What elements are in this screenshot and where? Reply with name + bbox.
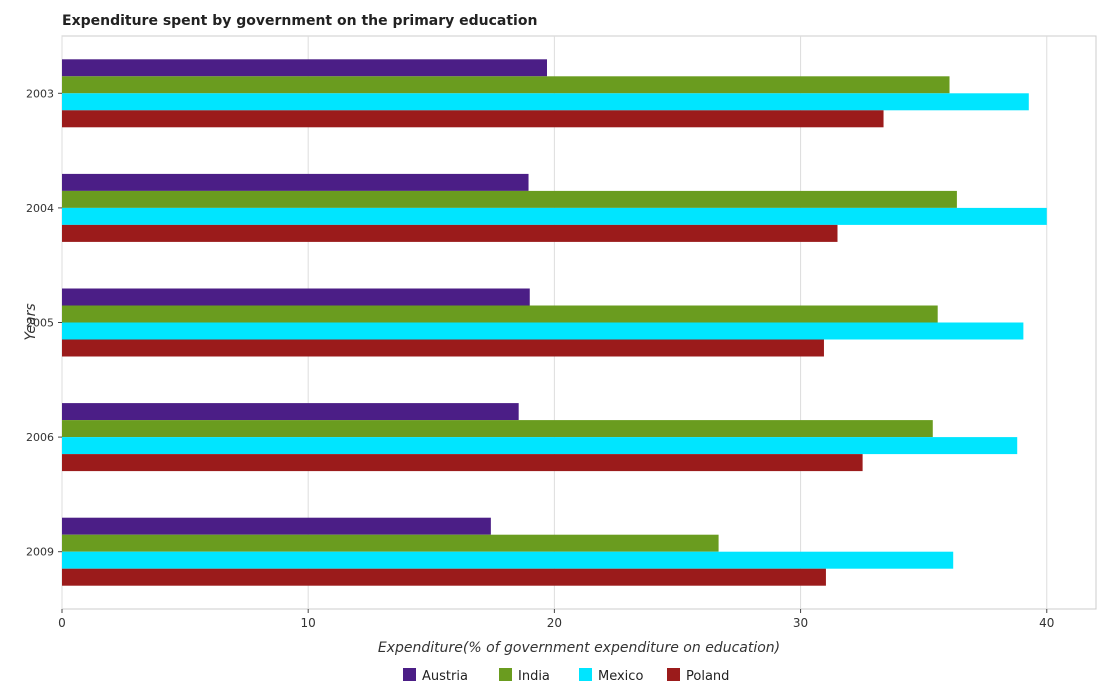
- x-axis-label: Expenditure(% of government expenditure …: [378, 640, 780, 656]
- legend-swatch-mexico: [579, 668, 592, 681]
- legend-label-india: India: [518, 669, 550, 684]
- bar-austria-2006: [62, 403, 519, 421]
- legend-label-poland: Poland: [686, 669, 729, 684]
- plot-area: 0 10 20 30 40 2003 2004 2005 2006 2009: [26, 35, 1097, 630]
- x-tick-label: 40: [1039, 616, 1054, 630]
- x-tick-label: 20: [547, 616, 562, 630]
- chart-title: Expenditure spent by government on the p…: [62, 13, 537, 29]
- bar-austria-2003: [62, 59, 547, 77]
- x-ticks: 0 10 20 30 40: [58, 609, 1054, 630]
- bar-poland-2004: [62, 224, 838, 242]
- bar-india-2003: [62, 76, 950, 94]
- bar-poland-2005: [62, 339, 824, 357]
- bar-mexico-2005: [62, 322, 1024, 340]
- x-tick-label: 0: [58, 616, 66, 630]
- bar-india-2005: [62, 305, 938, 323]
- legend: Austria India Mexico Poland: [403, 668, 729, 684]
- bar-poland-2003: [62, 110, 884, 128]
- bars: [62, 59, 1047, 586]
- y-tick-label: 2006: [26, 431, 54, 444]
- bar-poland-2009: [62, 568, 826, 586]
- bar-mexico-2006: [62, 437, 1018, 455]
- bar-india-2009: [62, 534, 719, 552]
- bar-austria-2004: [62, 173, 529, 191]
- legend-swatch-poland: [667, 668, 680, 681]
- legend-swatch-india: [499, 668, 512, 681]
- legend-swatch-austria: [403, 668, 416, 681]
- x-tick-label: 30: [793, 616, 808, 630]
- bar-mexico-2004: [62, 207, 1047, 225]
- bar-austria-2009: [62, 517, 491, 535]
- bar-poland-2006: [62, 454, 863, 472]
- legend-label-mexico: Mexico: [598, 669, 643, 684]
- y-axis-label: Years: [23, 303, 39, 340]
- y-tick-label: 2004: [26, 202, 54, 215]
- y-tick-label: 2003: [26, 87, 54, 100]
- x-tick-label: 10: [301, 616, 316, 630]
- bar-mexico-2003: [62, 93, 1029, 111]
- bar-india-2004: [62, 190, 957, 208]
- y-tick-label: 2009: [26, 546, 54, 559]
- legend-label-austria: Austria: [422, 669, 468, 684]
- bar-austria-2005: [62, 288, 530, 306]
- y-ticks: 2003 2004 2005 2006 2009: [26, 87, 62, 559]
- y-tick-label: 2005: [26, 317, 54, 330]
- bar-india-2006: [62, 420, 933, 438]
- bar-mexico-2009: [62, 551, 954, 569]
